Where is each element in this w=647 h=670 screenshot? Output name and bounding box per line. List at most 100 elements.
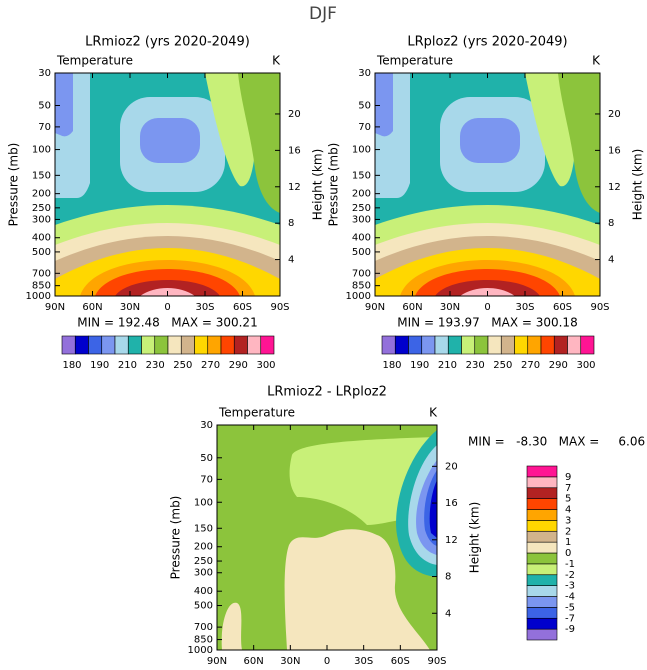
colorbar-box <box>540 335 555 355</box>
left-string: Temperature <box>218 406 295 420</box>
colorbar-label: 4 <box>565 505 571 516</box>
colorbar-label: 270 <box>521 360 540 371</box>
y-tick-label: 70 <box>200 474 213 485</box>
colorbar-label: 270 <box>201 360 220 371</box>
x-tick-label: 30S <box>515 302 534 313</box>
y-tick-label: 150 <box>352 170 371 181</box>
x-tick-label: 60N <box>82 302 102 313</box>
min-max: MIN = -8.30 MAX = 6.06 <box>468 435 645 449</box>
colorbar-box <box>461 335 476 355</box>
colorbar-box <box>194 335 209 355</box>
colorbar-label: -2 <box>565 570 575 581</box>
contour-region <box>55 73 73 137</box>
x-tick-label: 60S <box>553 302 572 313</box>
y-tick-label: 30 <box>38 68 51 79</box>
y2-tick-label: 20 <box>608 109 621 120</box>
contour-region <box>238 73 280 213</box>
y-tick-label: 850 <box>32 281 51 292</box>
colorbar-box <box>526 596 558 608</box>
x-tick-label: 30S <box>195 302 214 313</box>
colorbar-box <box>394 335 409 355</box>
y2-tick-label: 12 <box>445 535 458 546</box>
colorbar-box <box>526 541 558 554</box>
x-tick-label: 60S <box>233 302 252 313</box>
colorbar-label: -7 <box>565 613 575 624</box>
colorbar-label: 5 <box>565 494 571 505</box>
y-axis-title: Pressure (mb) <box>327 143 341 227</box>
y2-tick-label: 4 <box>445 608 451 619</box>
colorbar-box <box>180 335 195 355</box>
colorbar-box <box>553 335 568 355</box>
colorbar-label: 180 <box>382 360 401 371</box>
contour-field <box>217 425 437 650</box>
colorbar-label: 190 <box>90 360 109 371</box>
contour-region <box>140 118 200 163</box>
y-tick-label: 1000 <box>188 645 213 656</box>
colorbar-box <box>526 498 558 510</box>
y-axis-title: Pressure (mb) <box>169 496 183 580</box>
colorbar-box <box>447 335 462 355</box>
colorbar-box <box>88 335 103 355</box>
colorbar-box <box>526 520 558 532</box>
y-tick-label: 150 <box>32 170 51 181</box>
y-tick-label: 30 <box>358 68 371 79</box>
y-tick-label: 700 <box>194 622 213 633</box>
colorbar-label: 190 <box>410 360 429 371</box>
colorbar-box <box>526 607 558 619</box>
colorbar-box <box>207 335 222 355</box>
colorbar-box <box>526 487 558 499</box>
y-tick-label: 250 <box>32 203 51 214</box>
y-tick-label: 50 <box>358 100 371 111</box>
panel-title: LRmioz2 - LRploz2 <box>267 385 387 400</box>
colorbar-box <box>526 617 558 630</box>
colorbar-box <box>220 335 235 355</box>
y2-axis-title: Height (km) <box>468 502 482 573</box>
colorbar-box <box>526 552 558 565</box>
y-tick-label: 50 <box>38 100 51 111</box>
colorbar-box <box>514 335 529 355</box>
colorbar-box <box>154 335 169 355</box>
y-tick-label: 100 <box>194 497 213 508</box>
colorbar-label: 1 <box>565 537 571 548</box>
y-axis-title: Pressure (mb) <box>7 143 21 227</box>
contour-region <box>221 602 242 650</box>
x-tick-label: 60N <box>402 302 422 313</box>
y-tick-label: 400 <box>352 233 371 244</box>
colorbar-box <box>526 465 558 478</box>
colorbar-box <box>526 628 558 641</box>
colorbar-box <box>526 563 558 576</box>
colorbar-box <box>526 530 558 543</box>
colorbar-box <box>74 335 89 355</box>
colorbar-box <box>61 335 76 355</box>
min-max: MIN = 192.48 MAX = 300.21 <box>77 316 257 330</box>
y2-tick-label: 4 <box>288 255 294 266</box>
colorbar-box <box>526 509 558 521</box>
x-tick-label: 90N <box>207 656 227 667</box>
colorbar-label: 300 <box>256 360 275 371</box>
y-tick-label: 50 <box>200 453 213 464</box>
y2-tick-label: 12 <box>288 182 301 193</box>
colorbar-label: 290 <box>229 360 248 371</box>
contour-region <box>429 480 437 538</box>
contour-region <box>375 73 393 137</box>
y-tick-label: 100 <box>352 145 371 156</box>
y-tick-label: 700 <box>352 268 371 279</box>
y2-tick-label: 8 <box>445 572 451 583</box>
colorbar-label: -5 <box>565 602 575 613</box>
x-tick-label: 60S <box>391 656 410 667</box>
colorbar-box <box>487 335 502 355</box>
colorbar-box <box>114 335 129 355</box>
panel-title: LRploz2 (yrs 2020-2049) <box>407 35 567 50</box>
y-tick-label: 100 <box>32 145 51 156</box>
contour-region <box>284 529 430 650</box>
y-tick-label: 300 <box>32 214 51 225</box>
min-max: MIN = 193.97 MAX = 300.18 <box>397 316 577 330</box>
x-tick-label: 90S <box>427 656 446 667</box>
right-string: K <box>272 54 281 68</box>
y-tick-label: 150 <box>194 523 213 534</box>
y-tick-label: 400 <box>194 586 213 597</box>
y2-tick-label: 4 <box>608 255 614 266</box>
colorbar-box <box>526 585 558 597</box>
y-tick-label: 200 <box>32 189 51 200</box>
colorbar-label: -4 <box>565 592 575 603</box>
